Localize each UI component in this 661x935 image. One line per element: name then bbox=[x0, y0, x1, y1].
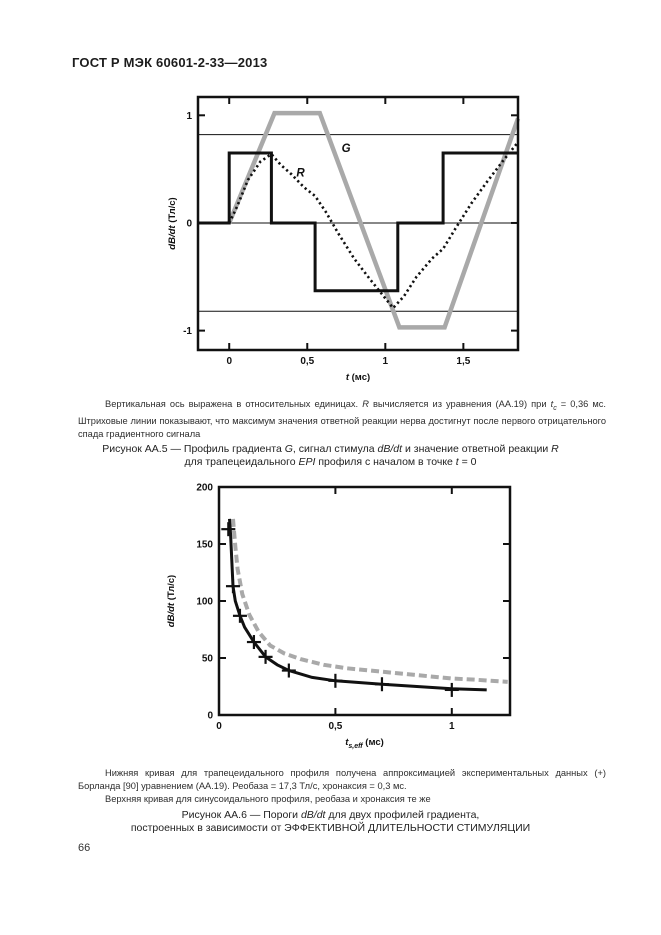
svg-text:1,5: 1,5 bbox=[456, 356, 470, 367]
svg-text:t (мс): t (мс) bbox=[346, 372, 370, 383]
figure-aa6-note: Нижняя кривая для трапецеидального профи… bbox=[78, 767, 606, 806]
svg-text:0,5: 0,5 bbox=[328, 721, 342, 732]
svg-text:50: 50 bbox=[202, 654, 214, 665]
svg-text:0: 0 bbox=[226, 356, 232, 367]
threshold-chart: 0 0,5 1 0 50 100 150 200 ts,eff (мс) dB/dt (Тл/с) bbox=[166, 483, 512, 750]
standard-number-header: ГОСТ Р МЭК 60601-2-33—2013 bbox=[72, 55, 268, 70]
svg-text:dB/dt (Тл/с): dB/dt (Тл/с) bbox=[166, 575, 177, 627]
svg-text:0: 0 bbox=[186, 218, 192, 229]
svg-text:1: 1 bbox=[449, 721, 455, 732]
svg-text:0: 0 bbox=[216, 721, 222, 732]
svg-text:R: R bbox=[296, 168, 305, 180]
svg-text:200: 200 bbox=[196, 483, 213, 494]
svg-text:1: 1 bbox=[186, 111, 192, 122]
figure-aa6-caption-line2: построенных в зависимости от ЭФФЕКТИВНОЙ… bbox=[130, 821, 531, 834]
figure-aa5-note-text: Вертикальная ось выражена в относительны… bbox=[78, 399, 607, 439]
svg-text:1: 1 bbox=[383, 356, 389, 367]
figure-aa5-note: Вертикальная ось выражена в относительны… bbox=[78, 398, 606, 441]
gradient-profile-chart: 0 0,5 1 1,5 -1 0 1 G Rt (мс) dB/dt (Тл/с) bbox=[167, 95, 521, 383]
svg-text:100: 100 bbox=[196, 597, 213, 608]
figure-aa5-caption: Рисунок АА.5 — Профиль градиента G, сигн… bbox=[0, 443, 661, 468]
svg-text:0: 0 bbox=[207, 711, 213, 722]
svg-text:150: 150 bbox=[196, 540, 213, 551]
figure-aa6-note-par1: Нижняя кривая для трапецеидального профи… bbox=[78, 768, 606, 791]
svg-text:dB/dt (Тл/с): dB/dt (Тл/с) bbox=[167, 197, 178, 249]
page-number: 66 bbox=[78, 842, 91, 854]
figure-aa6-note-par2: Верхняя кривая для синусоидального профи… bbox=[105, 794, 431, 804]
svg-text:-1: -1 bbox=[183, 326, 192, 337]
svg-text:ts,eff (мс): ts,eff (мс) bbox=[345, 737, 384, 750]
figure-aa6-caption-line1: Рисунок АА.6 — Пороги dB/dt для двух про… bbox=[181, 809, 480, 821]
figure-aa5-caption-line1: Рисунок АА.5 — Профиль градиента G, сигн… bbox=[102, 443, 559, 455]
svg-text:0,5: 0,5 bbox=[300, 356, 314, 367]
svg-text:G: G bbox=[342, 143, 351, 155]
figure-aa6-caption: Рисунок АА.6 — Пороги dB/dt для двух про… bbox=[0, 809, 661, 834]
figure-aa5-caption-line2: для трапецеидального EPI профиля с начал… bbox=[184, 455, 477, 468]
